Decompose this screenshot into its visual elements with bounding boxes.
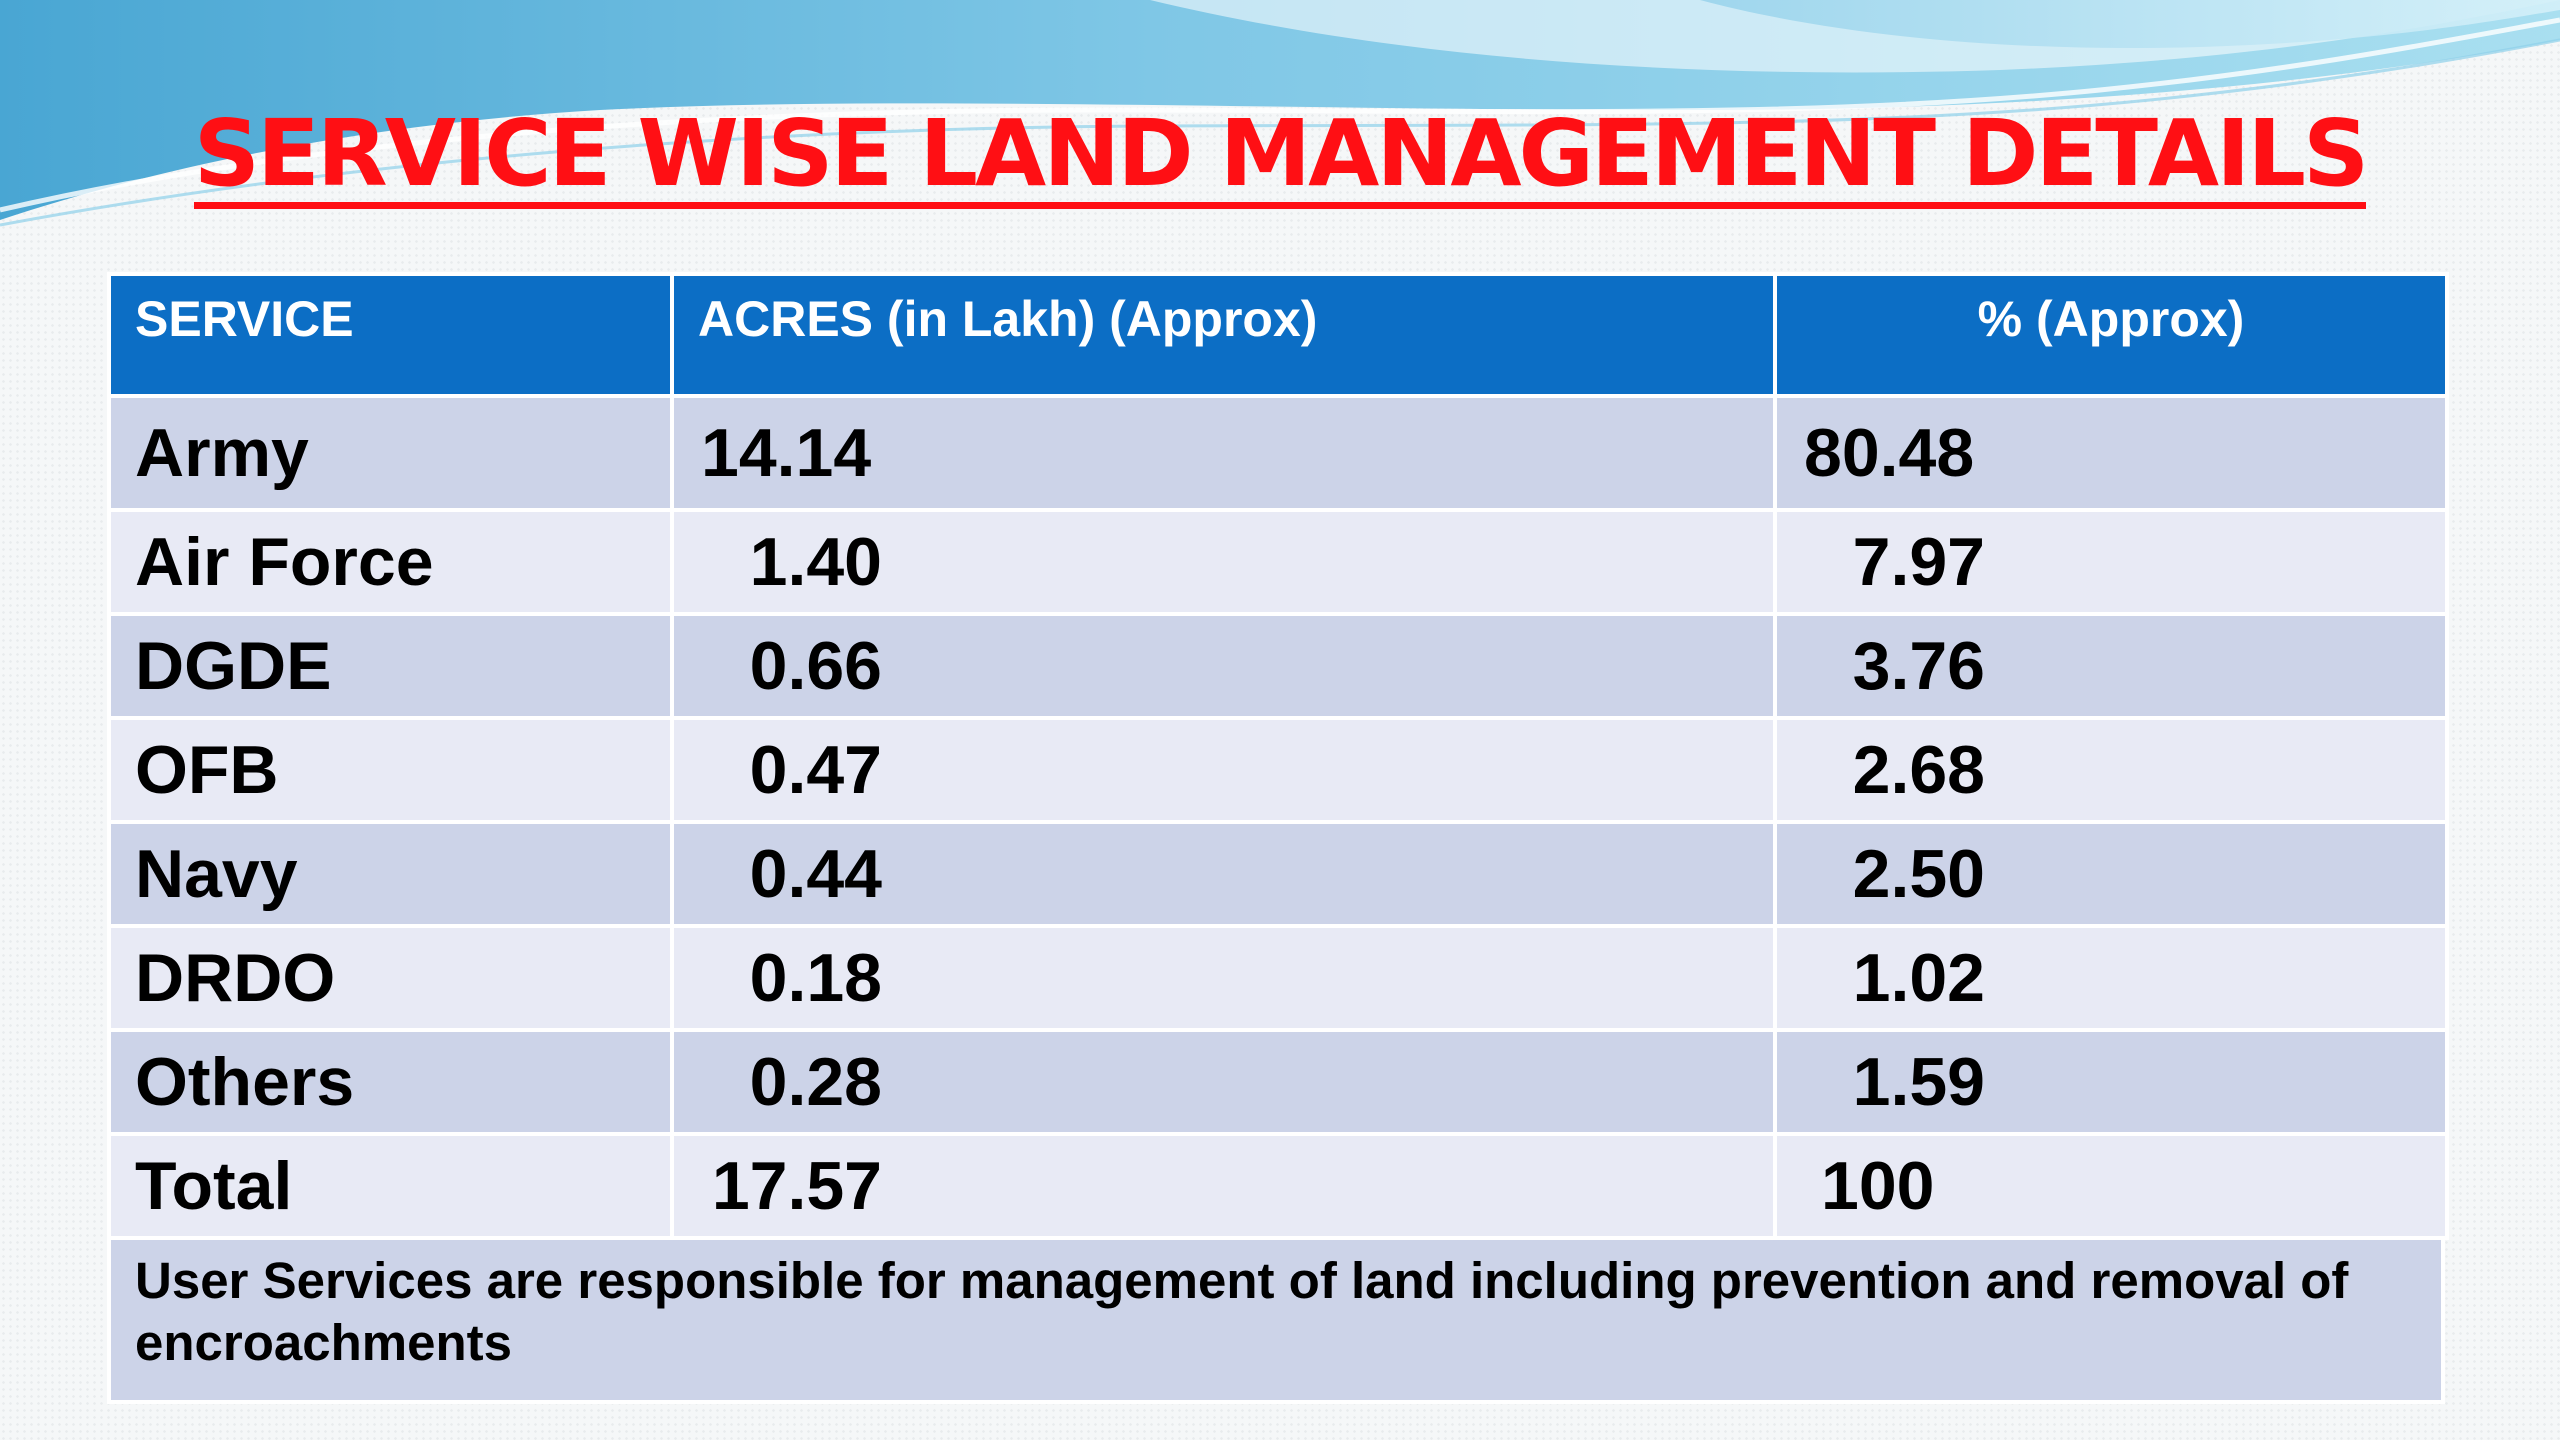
percent-value: 1.59: [1852, 1044, 1985, 1120]
percent-cell: 100: [1773, 1132, 2449, 1240]
header-acres: ACRES (in Lakh) (Approx): [670, 272, 1777, 398]
land-management-table: SERVICE ACRES (in Lakh) (Approx) % (Appr…: [107, 272, 2449, 1240]
table-row: Army 14.14 80.48: [107, 394, 2449, 512]
service-cell: Navy: [107, 820, 674, 928]
header-percent: % (Approx): [1773, 272, 2449, 398]
table-header-row: SERVICE ACRES (in Lakh) (Approx) % (Appr…: [107, 272, 2449, 398]
percent-cell: 1.02: [1773, 924, 2449, 1032]
service-cell: DGDE: [107, 612, 674, 720]
percent-value: 2.50: [1852, 836, 1985, 912]
table-footnote: User Services are responsible for manage…: [107, 1240, 2445, 1404]
percent-value: 1.02: [1852, 940, 1985, 1016]
acres-value: 0.66: [749, 628, 882, 704]
table-row-total: Total 17.57 100: [107, 1132, 2449, 1240]
acres-value: 0.44: [749, 836, 882, 912]
acres-cell: 14.14: [670, 394, 1777, 512]
percent-value: 100: [1821, 1148, 1935, 1224]
acres-cell: 0.47: [670, 716, 1777, 824]
acres-value: 14.14: [701, 415, 872, 491]
acres-cell: 0.28: [670, 1028, 1777, 1136]
service-cell: Others: [107, 1028, 674, 1136]
acres-value: 17.57: [711, 1148, 882, 1224]
header-service: SERVICE: [107, 272, 674, 398]
decorative-swoosh: [0, 0, 2560, 227]
acres-cell: 1.40: [670, 508, 1777, 616]
percent-cell: 2.50: [1773, 820, 2449, 928]
acres-value: 0.28: [749, 1044, 882, 1120]
table-row: Navy 0.44 2.50: [107, 820, 2449, 928]
acres-value: 1.40: [749, 524, 882, 600]
percent-value: 3.76: [1852, 628, 1985, 704]
land-table-container: SERVICE ACRES (in Lakh) (Approx) % (Appr…: [107, 272, 2449, 1404]
acres-cell: 17.57: [670, 1132, 1777, 1240]
table-row: DGDE 0.66 3.76: [107, 612, 2449, 720]
service-cell: Army: [107, 394, 674, 512]
page-title: SERVICE WISE LAND MANAGEMENT DETAILS: [0, 108, 2560, 209]
service-cell: OFB: [107, 716, 674, 824]
percent-cell: 1.59: [1773, 1028, 2449, 1136]
acres-cell: 0.66: [670, 612, 1777, 720]
percent-value: 2.68: [1852, 732, 1985, 808]
acres-value: 0.18: [749, 940, 882, 1016]
acres-value: 0.47: [749, 732, 882, 808]
acres-cell: 0.18: [670, 924, 1777, 1032]
service-cell: Total: [107, 1132, 674, 1240]
percent-value: 80.48: [1804, 415, 1975, 491]
table-row: OFB 0.47 2.68: [107, 716, 2449, 824]
service-cell: Air Force: [107, 508, 674, 616]
percent-cell: 80.48: [1773, 394, 2449, 512]
percent-value: 7.97: [1852, 524, 1985, 600]
page-title-text: SERVICE WISE LAND MANAGEMENT DETAILS: [193, 100, 2369, 209]
table-row: DRDO 0.18 1.02: [107, 924, 2449, 1032]
percent-cell: 3.76: [1773, 612, 2449, 720]
table-row: Air Force 1.40 7.97: [107, 508, 2449, 616]
service-cell: DRDO: [107, 924, 674, 1032]
percent-cell: 7.97: [1773, 508, 2449, 616]
acres-cell: 0.44: [670, 820, 1777, 928]
percent-cell: 2.68: [1773, 716, 2449, 824]
table-row: Others 0.28 1.59: [107, 1028, 2449, 1136]
